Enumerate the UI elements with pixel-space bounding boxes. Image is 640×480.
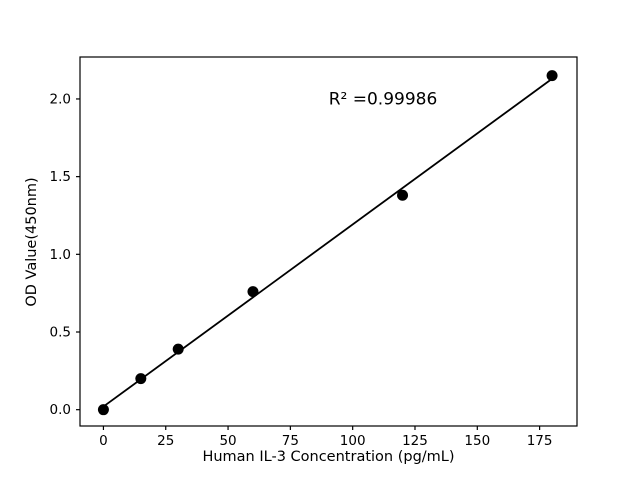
x-tick-label: 0 (99, 433, 108, 449)
axes-frame (79, 56, 578, 427)
x-axis-label: Human IL-3 Concentration (pg/mL) (202, 449, 455, 465)
x-tick-label: 25 (157, 433, 174, 449)
x-tick-label: 175 (527, 433, 553, 449)
data-point (135, 373, 147, 385)
data-point (247, 286, 259, 298)
y-tick-label: 2.0 (50, 91, 71, 107)
x-tick-label: 50 (219, 433, 236, 449)
r-squared-annotation: R² =0.99986 (328, 89, 438, 110)
y-tick-label: 0.0 (50, 402, 71, 418)
y-tick-label: 1.5 (50, 169, 71, 185)
data-point (172, 343, 184, 355)
x-tick-label: 100 (340, 433, 366, 449)
data-point (97, 404, 109, 416)
fit-line (102, 78, 553, 408)
y-axis-label: OD Value(450nm) (24, 177, 41, 307)
x-tick-label: 125 (402, 433, 428, 449)
x-tick-label: 75 (282, 433, 299, 449)
data-point (546, 70, 558, 82)
x-tick-label: 150 (464, 433, 490, 449)
data-point (397, 189, 409, 201)
y-tick-label: 0.5 (50, 325, 71, 341)
y-tick-label: 1.0 (50, 247, 71, 263)
